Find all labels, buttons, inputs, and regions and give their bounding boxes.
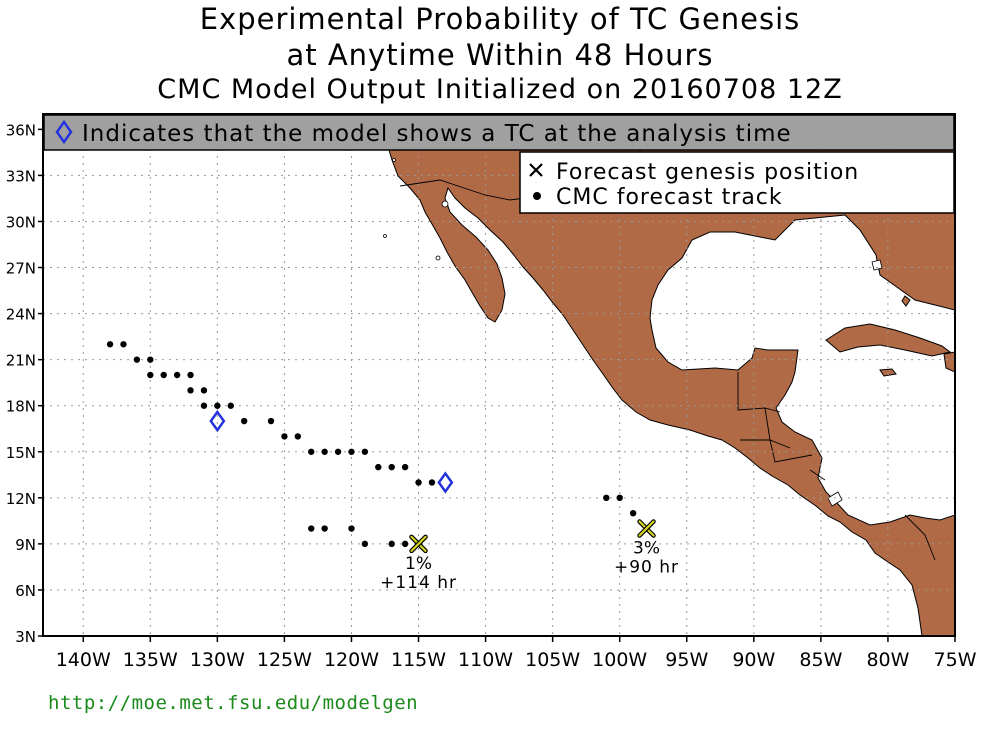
lat-tick-label: 3N: [15, 628, 36, 646]
genesis-marker: [409, 534, 428, 554]
genesis-lead-time: +114 hr: [380, 573, 457, 593]
track-point: [106, 341, 114, 348]
title-line-3: CMC Model Output Initialized on 20160708…: [157, 74, 843, 105]
track-point: [388, 463, 395, 471]
track-point: [415, 479, 422, 486]
track-point: [267, 417, 275, 425]
lon-tick-label: 85W: [799, 649, 842, 671]
lat-tick-label: 18N: [6, 398, 36, 416]
analysis-tc-diamond: [209, 409, 226, 433]
analysis-tc-markers: [209, 409, 454, 494]
lon-tick-label: 100W: [592, 649, 647, 671]
track-point: [308, 448, 315, 455]
lon-tick-label: 75W: [934, 649, 977, 671]
forecast-track: [106, 341, 637, 548]
lon-tick-label: 125W: [257, 649, 312, 671]
lon-tick-label: 90W: [732, 649, 775, 671]
banner-text: Indicates that the model shows a TC at t…: [82, 121, 792, 147]
track-point: [401, 463, 409, 471]
map-axes: 3N 6N 9N 12N 15N 18N 21N 24N 27N 30N 33N 36N 140W 135…: [6, 121, 977, 671]
diamond-icon: [55, 119, 73, 145]
source-url[interactable]: http://moe.met.fsu.edu/modelgen: [48, 692, 419, 714]
hispaniola-island: [943, 351, 955, 373]
lat-tick-label: 9N: [15, 536, 36, 554]
genesis-probability: 1%: [405, 554, 432, 574]
track-point: [308, 525, 315, 532]
track-point: [348, 525, 355, 532]
lon-tick-label: 95W: [665, 649, 708, 671]
track-point: [388, 540, 395, 548]
track-point: [375, 463, 382, 471]
track-point: [616, 494, 623, 502]
track-point: [321, 448, 328, 455]
analysis-tc-diamond: [437, 471, 454, 494]
track-point: [321, 525, 328, 532]
genesis-markers: 1%+114 hr 3%+90 hr: [380, 519, 679, 593]
track-point: [294, 433, 302, 440]
track-point: [401, 540, 409, 548]
track-point: [281, 433, 288, 440]
lat-tick-label: 21N: [6, 352, 36, 370]
legend-track-label: CMC forecast track: [556, 185, 783, 210]
track-point: [361, 540, 369, 548]
lon-tick-label: 80W: [866, 649, 909, 671]
lake-nicaragua: [827, 491, 843, 507]
lon-tick-label: 135W: [123, 649, 178, 671]
track-point: [187, 371, 194, 379]
jamaica-island: [879, 368, 897, 377]
lon-tick-label: 105W: [525, 649, 580, 671]
genesis-probability: 3%: [633, 539, 660, 559]
lat-tick-label: 12N: [6, 490, 36, 508]
bahamas-island: [901, 295, 911, 307]
track-point: [120, 341, 127, 348]
legend-genesis-label: Forecast genesis position: [556, 160, 859, 185]
track-point: [603, 494, 610, 502]
track-point: [160, 371, 167, 379]
lon-tick-label: 140W: [56, 649, 111, 671]
track-point: [147, 356, 154, 363]
track-point: [214, 402, 221, 409]
map-frame: [42, 113, 956, 637]
track-point: [200, 387, 208, 394]
legend: Forecast genesis position CMC forecast t…: [519, 151, 955, 214]
lake-okeechobee: [871, 259, 883, 271]
dot-marker-icon: [533, 192, 541, 200]
genesis-marker: [637, 519, 656, 538]
track-point: [334, 448, 342, 455]
islands: [383, 158, 449, 261]
title-line-1: Experimental Probability of TC Genesis: [199, 2, 801, 36]
lat-tick-label: 30N: [6, 213, 36, 231]
genesis-lead-time: +90 hr: [614, 558, 679, 578]
north-america-landmass: [379, 114, 955, 636]
lon-tick-label: 110W: [458, 649, 513, 671]
lon-tick-label: 130W: [190, 649, 245, 671]
lat-tick-label: 24N: [6, 306, 36, 324]
title-line-2: at Anytime Within 48 Hours: [286, 38, 714, 72]
track-point: [133, 356, 141, 363]
track-point: [428, 479, 436, 486]
lon-tick-label: 115W: [391, 649, 446, 671]
track-point: [361, 448, 369, 455]
lat-tick-label: 6N: [15, 582, 36, 600]
track-point: [348, 448, 355, 455]
track-point: [227, 402, 234, 409]
track-point: [147, 371, 154, 379]
track-point: [200, 402, 208, 409]
track-point: [173, 371, 181, 379]
lon-tick-label: 120W: [324, 649, 379, 671]
lat-tick-label: 27N: [6, 260, 36, 278]
track-point: [629, 509, 637, 517]
lat-tick-label: 33N: [6, 167, 36, 185]
lat-tick-label: 36N: [6, 121, 36, 139]
lat-tick-label: 15N: [6, 444, 36, 462]
x-marker-icon: [529, 163, 543, 177]
analysis-banner: Indicates that the model shows a TC at t…: [43, 114, 955, 151]
track-point: [240, 417, 248, 425]
track-point: [187, 387, 194, 394]
